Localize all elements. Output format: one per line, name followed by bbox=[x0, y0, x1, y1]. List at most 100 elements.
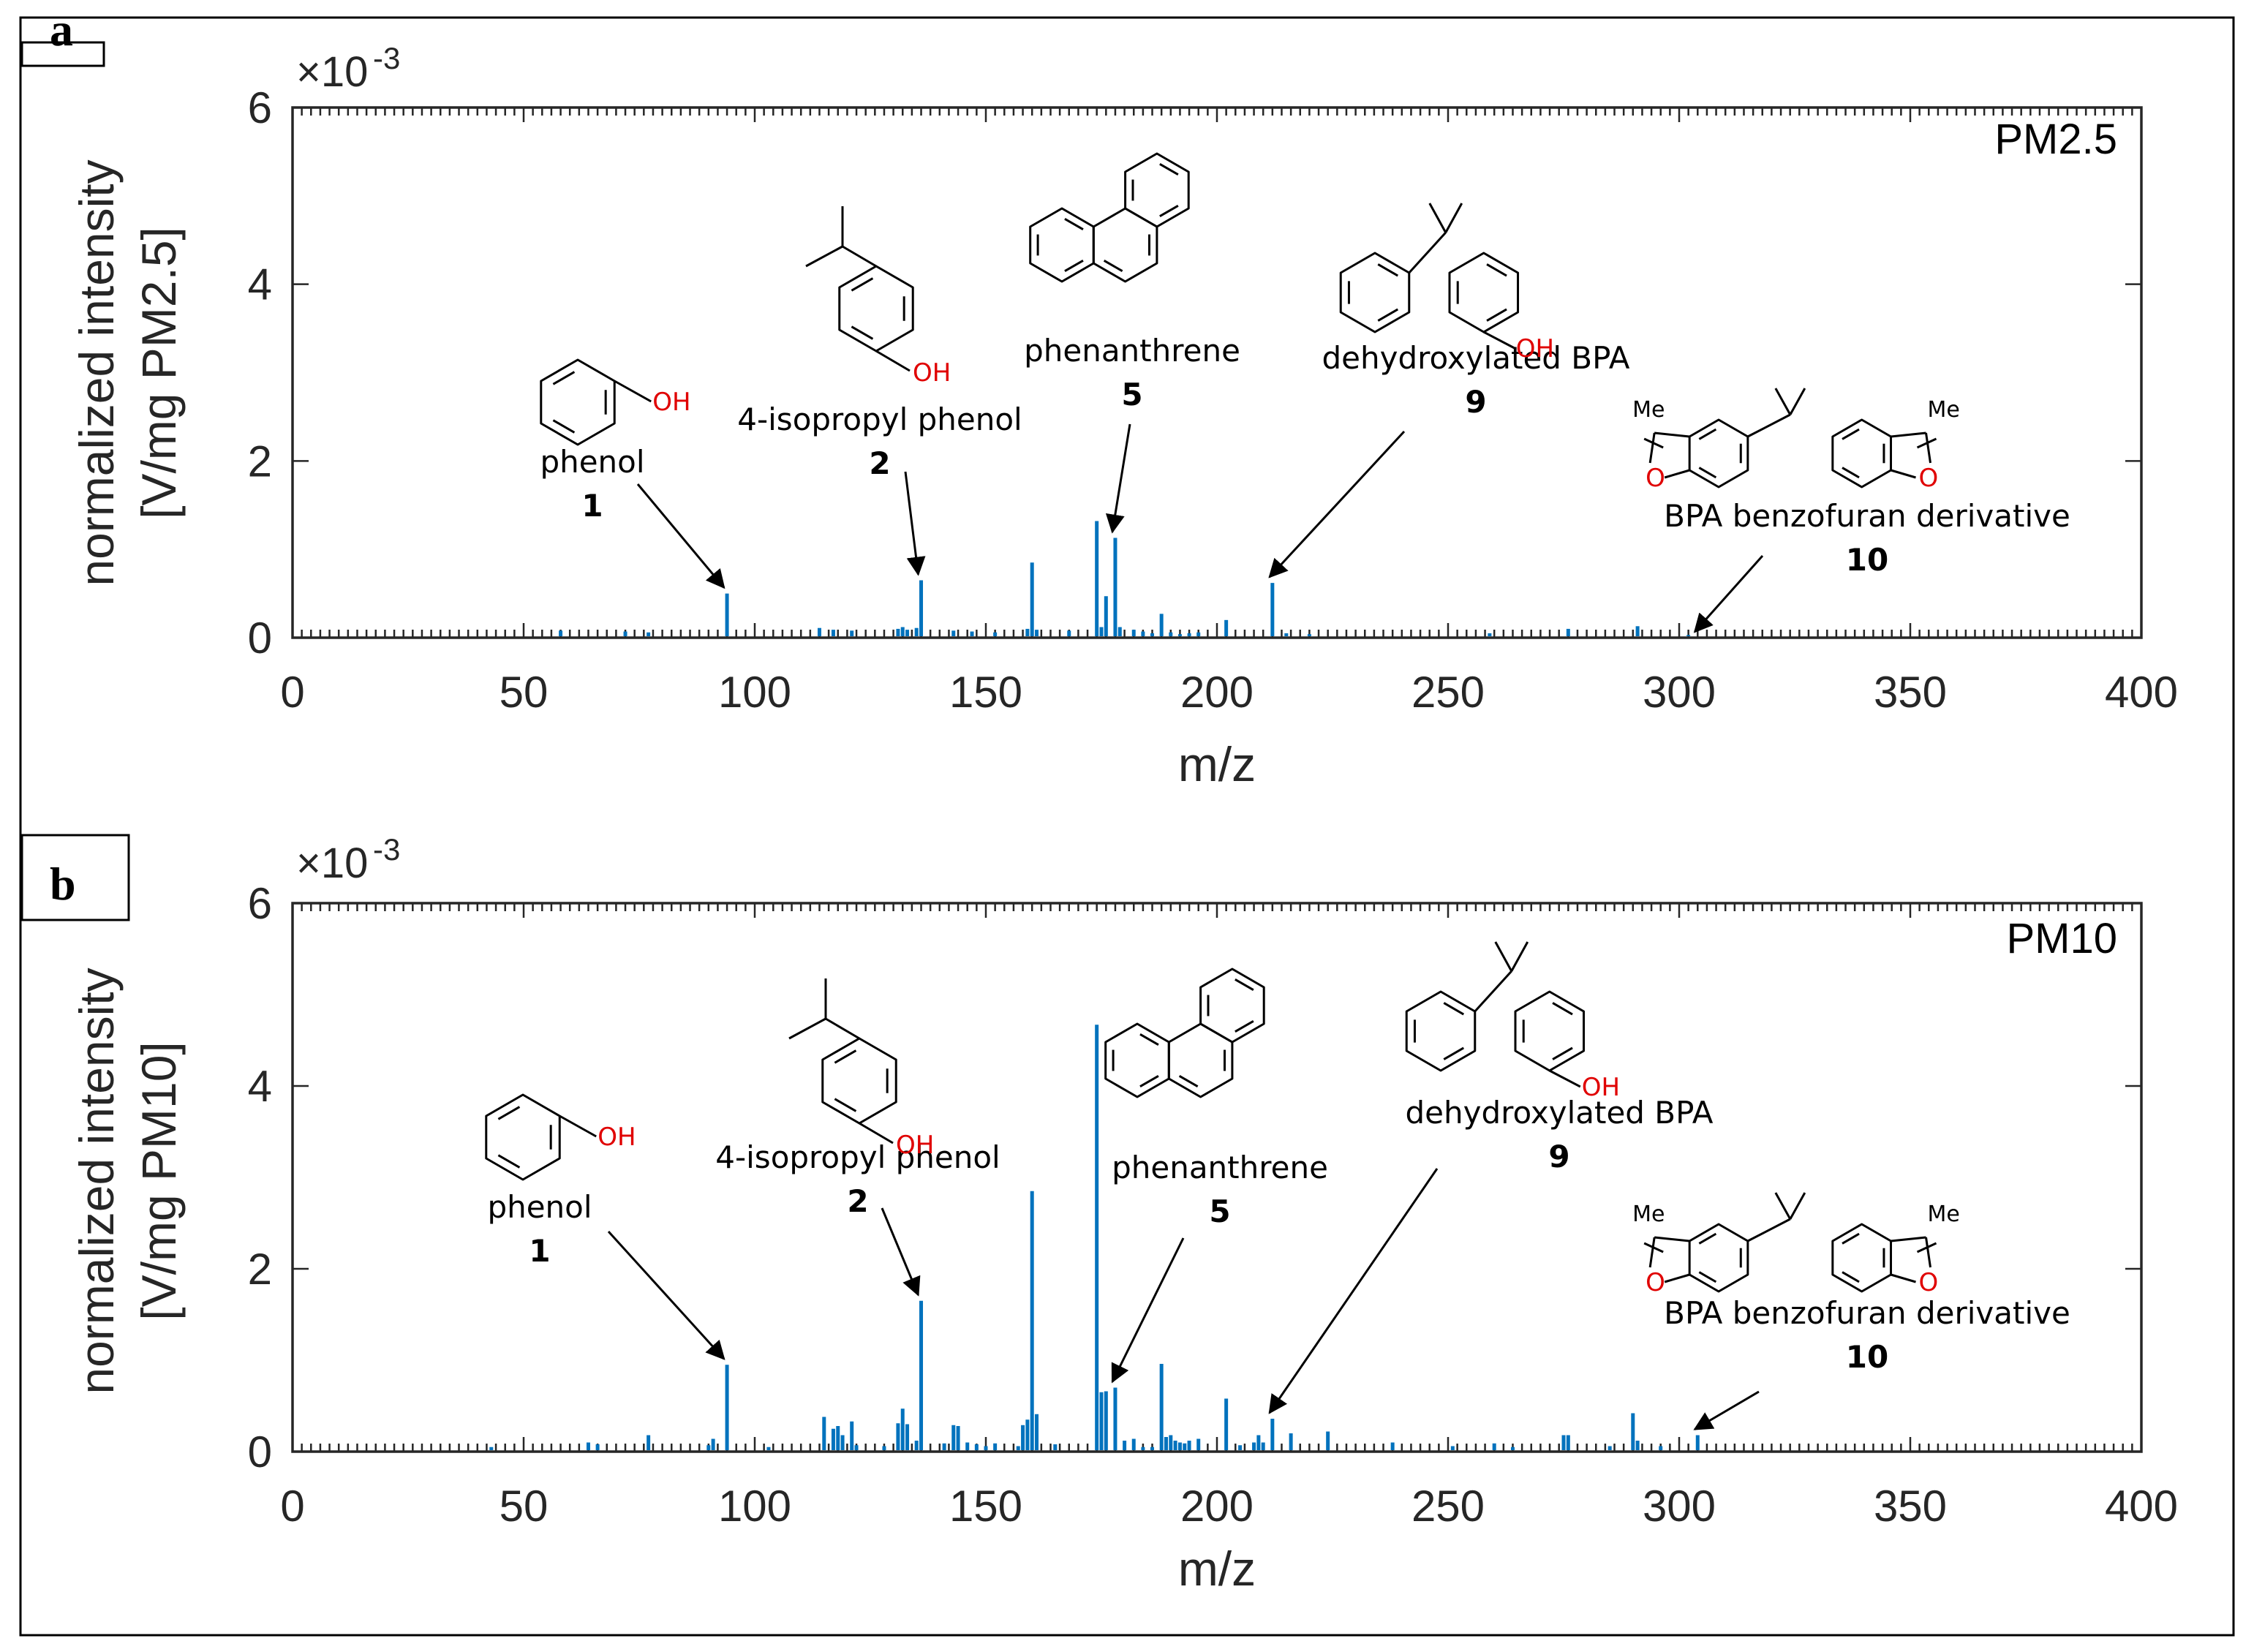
structure-phenanthrene bbox=[1104, 968, 1265, 1098]
double-bond bbox=[1698, 467, 1717, 479]
compound-number: 9 bbox=[1548, 1139, 1569, 1174]
double-bond bbox=[1552, 1002, 1573, 1016]
hydroxyl-label: OH bbox=[896, 1131, 934, 1160]
y-tick-label: 4 bbox=[248, 1062, 272, 1111]
compound-name: 4-isopropyl phenol bbox=[715, 1139, 1000, 1175]
bond bbox=[1891, 1236, 1926, 1242]
methyl-label: Me bbox=[1928, 1202, 1960, 1227]
annotation-phenol: phenol 1 OH bbox=[540, 358, 725, 589]
double-bond bbox=[851, 277, 874, 292]
bond bbox=[805, 245, 843, 268]
compound-name: BPA benzofuran derivative bbox=[1664, 1295, 2070, 1331]
bond bbox=[1483, 331, 1515, 350]
bond bbox=[1747, 1218, 1791, 1242]
bond bbox=[1648, 432, 1656, 464]
bond bbox=[1916, 1242, 1937, 1253]
annotation-arrow bbox=[636, 483, 725, 589]
annotation-arrow bbox=[607, 1230, 725, 1360]
x-tick-label: 300 bbox=[1643, 668, 1716, 717]
annotation-arrow bbox=[1268, 430, 1406, 578]
double-bond bbox=[1698, 428, 1717, 440]
methyl-label: Me bbox=[1632, 1202, 1665, 1227]
compound-name: phenanthrene bbox=[1024, 333, 1240, 369]
compound-name: phenol bbox=[487, 1189, 592, 1225]
y-axis-label-line2: [V/mg PM10] bbox=[132, 1041, 186, 1320]
ring-b bbox=[1092, 207, 1158, 283]
bond bbox=[1916, 437, 1937, 449]
structure-bpa-benzofuran: O Me O Me bbox=[1632, 388, 1960, 493]
y-multiplier-exponent: -3 bbox=[373, 832, 400, 867]
y-tick-label: 0 bbox=[248, 1427, 272, 1476]
compound-number: 1 bbox=[529, 1233, 550, 1269]
compound-name: dehydroxylated BPA bbox=[1322, 340, 1629, 376]
annotation-arrow bbox=[904, 471, 926, 576]
annotation-arrow bbox=[881, 1207, 921, 1297]
bond bbox=[1891, 1273, 1916, 1283]
phenyl-ring bbox=[1339, 252, 1411, 333]
benzene-ring bbox=[838, 265, 914, 352]
methyl-label: Me bbox=[1928, 397, 1960, 423]
bond bbox=[875, 350, 911, 372]
left-benzene-ring bbox=[1688, 1223, 1749, 1293]
oxygen-label: O bbox=[1646, 464, 1665, 493]
panel-letter-box bbox=[20, 834, 130, 921]
y-axis-label-line2: [V/mg PM2.5] bbox=[132, 227, 186, 519]
hydroxyl-label: OH bbox=[1582, 1073, 1620, 1102]
corner-label: PM10 bbox=[2006, 915, 2117, 962]
annotation-dehydroxy-bpa: dehydroxylated BPA 9 OH bbox=[1268, 203, 1630, 578]
bond bbox=[825, 1017, 860, 1040]
hydroxyphenyl-ring bbox=[1448, 252, 1520, 333]
double-bond bbox=[1377, 263, 1399, 277]
structure-dehydroxy-bpa: OH bbox=[1339, 203, 1554, 363]
double-bond bbox=[1842, 428, 1860, 440]
double-bond bbox=[1159, 204, 1179, 218]
annotation-arrow bbox=[1111, 1237, 1185, 1384]
bond bbox=[1654, 1236, 1690, 1242]
panel-letter: a bbox=[50, 4, 73, 56]
x-tick-label: 150 bbox=[949, 668, 1022, 717]
hydroxyl-label: OH bbox=[1516, 334, 1554, 363]
y-multiplier-base: ×10 bbox=[296, 48, 368, 96]
panel-letter-box bbox=[20, 41, 105, 67]
double-bond bbox=[1698, 1232, 1717, 1245]
compound-name: BPA benzofuran derivative bbox=[1664, 498, 2070, 534]
bond bbox=[1643, 437, 1664, 449]
double-bond bbox=[1842, 1271, 1860, 1283]
double-bond bbox=[1486, 308, 1507, 322]
outer-frame bbox=[19, 16, 2235, 1637]
structure-bpa-benzofuran: O Me O Me bbox=[1632, 1192, 1960, 1297]
double-bond bbox=[1064, 259, 1084, 273]
panel-a: a 0 50 100 150 200 250 300 350 400 0 2 4 6 ×10 -3 PM2.5 m… bbox=[20, 4, 2178, 791]
oxygen-label: O bbox=[1919, 464, 1939, 493]
benzene-ring bbox=[540, 358, 616, 446]
bond bbox=[1925, 432, 1931, 464]
ring-a bbox=[1029, 207, 1095, 283]
double-bond bbox=[1235, 1019, 1254, 1033]
x-tick-label: 100 bbox=[718, 1482, 791, 1531]
double-bond bbox=[1377, 308, 1399, 322]
bond bbox=[1510, 941, 1529, 972]
bond bbox=[1549, 1069, 1581, 1088]
ring-c bbox=[1199, 968, 1265, 1044]
annotation-phenanthrene: phenanthrene 5 bbox=[1024, 152, 1240, 534]
compound-number: 1 bbox=[581, 488, 603, 524]
benzene-ring bbox=[485, 1093, 561, 1181]
compound-name: phenanthrene bbox=[1112, 1150, 1328, 1185]
double-bond bbox=[552, 371, 576, 385]
bond bbox=[1664, 1273, 1690, 1283]
x-tick-label: 200 bbox=[1180, 1482, 1254, 1531]
bond bbox=[1428, 203, 1447, 233]
annotation-arrow bbox=[1693, 1390, 1760, 1430]
double-bond bbox=[1064, 217, 1084, 231]
double-bond bbox=[1842, 467, 1860, 479]
double-bond bbox=[1443, 1046, 1465, 1060]
double-bond bbox=[834, 1098, 857, 1112]
bond bbox=[1643, 1242, 1664, 1253]
y-tick-label: 4 bbox=[248, 260, 272, 309]
x-tick-label: 100 bbox=[718, 668, 791, 717]
double-bond bbox=[497, 1106, 521, 1120]
methyl-label: Me bbox=[1632, 397, 1665, 423]
annotation-bpa-benzofuran: BPA benzofuran derivative 10 O Me O Me bbox=[1632, 388, 2070, 633]
phenyl-ring bbox=[1405, 990, 1477, 1072]
double-bond bbox=[1139, 1033, 1159, 1046]
